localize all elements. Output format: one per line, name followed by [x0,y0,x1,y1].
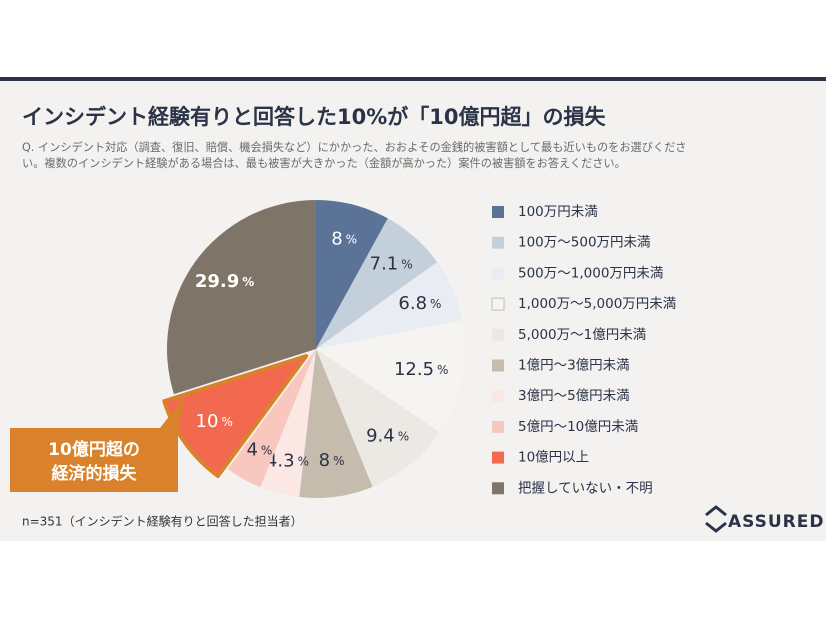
data-label: 8% [331,228,357,249]
data-label: 9.4% [366,426,409,447]
data-label: 4% [246,439,272,460]
legend-swatch [492,482,504,495]
pie-slice [316,262,463,349]
data-label-unit: % [221,414,232,428]
legend-swatch [491,297,505,311]
pie-slice [316,349,440,487]
subtitle: Q. インシデント対応（調査、復旧、賠償、機会損失など）にかかった、おおよその金… [22,140,686,154]
legend-swatch [492,420,504,433]
brand-icon [705,505,727,533]
top-rule [0,77,826,81]
legend-label: 5,000万〜1億円未満 [518,327,646,343]
legend-swatch [492,359,504,372]
data-label-unit: % [333,454,344,468]
footnote: n=351（インシデント経験有りと回答した担当者） [22,514,303,529]
subtitle: い。複数のインシデント経験がある場合は、最も被害が大きかった（金額が高かった）案… [22,156,626,170]
pie-slice [260,349,316,498]
data-label-unit: % [242,275,254,289]
data-label: 4.3% [266,451,309,472]
data-label-value: 12.5 [394,359,434,380]
legend-swatch [492,267,504,280]
data-label-unit: % [261,443,272,457]
data-label-unit: % [401,257,412,271]
legend-swatch [492,451,504,464]
legend-swatch [492,206,504,218]
pie-slice [167,199,316,395]
data-label-value: 29.9 [195,271,239,292]
legend-label: 1億円〜3億円未満 [518,358,630,374]
pie: 8 %7.1 %6.8 %12.5 %9.4 %8 %4.3 %4 %10 %29.9% [162,199,465,499]
pie-slice [299,349,373,499]
legend-label: 10億円以上 [518,450,589,466]
legend-label: 把握していない・不明 [518,480,653,496]
legend-swatch [492,390,504,403]
callout-text: 10億円超の [48,439,140,460]
legend-label: 100万〜500万円未満 [518,235,651,251]
data-label: 7.1% [370,253,413,274]
data-label: 6.8% [398,293,441,314]
legend-label: 500万〜1,000万円未満 [518,265,663,281]
data-label: 29.9% [195,271,254,292]
data-label: 8% [319,450,345,471]
legend-label: 3億円〜5億円未満 [518,388,630,404]
data-label-unit: % [298,454,309,468]
pie-slice [316,200,388,349]
legend-swatch [492,328,504,341]
pie-slice [227,349,316,488]
legend-swatch [492,236,504,249]
chart-title: インシデント経験有りと回答した10%が「10億円超」の損失 [22,105,606,129]
legend-label: 1,000万〜5,000万円未満 [518,296,676,312]
data-label-value: 8 [319,450,330,471]
legend: 100万円未満 100万〜500万円未満 500万〜1,000万円未満 1,000万〜… [491,204,676,496]
pie-slice [316,218,438,349]
legend-label: 5億円〜10億円未満 [518,419,638,435]
data-label-value: 4.3 [266,451,295,472]
data-label-unit: % [430,297,441,311]
pie-slice [316,320,465,432]
data-label-value: 7.1 [370,253,399,274]
data-label-unit: % [398,429,409,443]
data-label-unit: % [437,363,448,377]
brand: ASSURED [728,512,825,532]
data-label-value: 10 [196,411,219,432]
legend-label: 100万円未満 [518,204,598,220]
pie-slice [162,353,309,478]
data-label-value: 9.4 [366,426,395,447]
data-label: 10% [196,411,233,432]
data-label-value: 8 [331,228,342,249]
callout-box [10,396,185,492]
callout-text: 経済的損失 [52,463,138,484]
data-label: 12.5% [394,359,448,380]
data-label-unit: % [346,232,357,246]
data-label-value: 6.8 [398,293,427,314]
data-label-value: 4 [246,439,257,460]
